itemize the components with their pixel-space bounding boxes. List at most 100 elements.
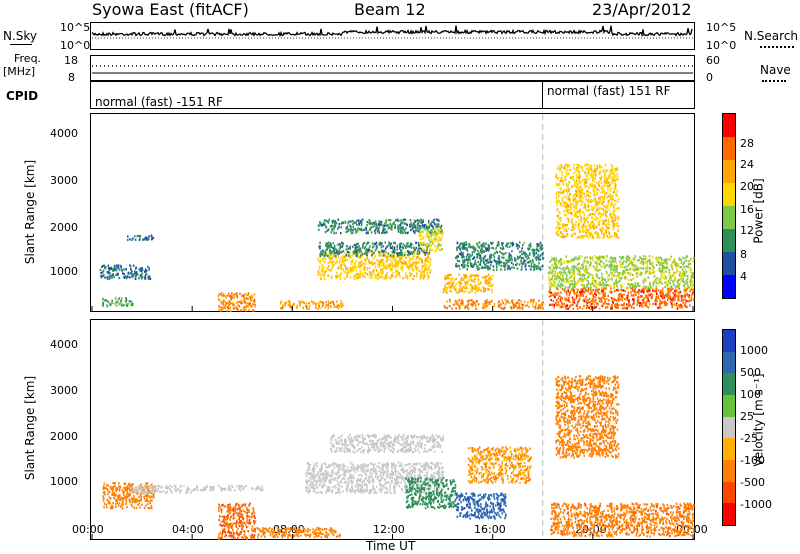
power-cell <box>654 302 657 305</box>
power-cell <box>493 302 496 305</box>
power-cell <box>418 269 421 272</box>
power-cell <box>410 229 412 232</box>
power-cell <box>220 306 222 309</box>
power-cell <box>668 258 671 261</box>
power-cell <box>572 199 575 202</box>
power-cell <box>367 249 369 252</box>
power-cell <box>287 300 290 303</box>
power-cell <box>117 273 119 276</box>
power-cell <box>389 258 391 261</box>
power-cell <box>425 233 428 236</box>
power-cell <box>461 256 463 259</box>
power-cell <box>598 284 601 287</box>
power-cell <box>606 196 608 200</box>
power-cell <box>663 266 665 269</box>
power-cell <box>148 267 150 270</box>
power-cell <box>140 267 142 270</box>
power-cell <box>659 281 662 284</box>
power-cell <box>633 299 635 302</box>
power-cell <box>326 246 328 249</box>
power-cell <box>670 276 672 279</box>
power-cell <box>568 294 571 297</box>
power-cell <box>671 261 673 265</box>
power-cell <box>660 292 663 295</box>
power-cell <box>584 266 587 269</box>
power-cell <box>400 260 403 263</box>
power-cell <box>579 291 581 294</box>
power-cell <box>467 253 469 256</box>
power-cell <box>608 303 610 306</box>
power-cell <box>525 268 527 271</box>
power-cell <box>566 209 568 212</box>
power-cell <box>617 280 620 283</box>
power-cell <box>308 302 310 305</box>
power-cell <box>618 295 620 298</box>
power-cell <box>367 248 370 251</box>
power-cell <box>359 251 361 254</box>
power-cell <box>399 267 402 270</box>
power-cell <box>349 276 352 279</box>
power-cell <box>472 300 474 303</box>
power-cell <box>482 243 484 246</box>
power-cell <box>375 228 377 231</box>
power-cell <box>429 231 431 234</box>
power-cell <box>591 276 594 279</box>
power-cell <box>599 263 601 266</box>
power-cell <box>483 263 486 266</box>
power-cell <box>456 265 459 268</box>
power-cell <box>391 253 393 256</box>
power-cell <box>673 303 675 306</box>
power-cell <box>405 245 408 248</box>
power-cell <box>374 249 377 252</box>
power-cell <box>366 268 368 271</box>
power-cell <box>243 296 245 299</box>
power-cell <box>400 265 403 268</box>
power-cell <box>626 299 629 302</box>
power-cell <box>594 280 596 283</box>
power-cell <box>132 237 134 240</box>
power-cell <box>420 221 422 224</box>
power-cell <box>509 254 511 257</box>
power-cell <box>376 259 378 262</box>
power-cell <box>438 232 441 235</box>
power-cell <box>455 256 457 260</box>
power-cell <box>574 266 577 269</box>
power-cell <box>372 225 375 228</box>
power-cell <box>243 308 246 311</box>
power-cell <box>587 268 589 271</box>
power-cell <box>460 282 462 285</box>
power-cell <box>555 257 557 260</box>
power-cell <box>594 286 596 289</box>
power-cell <box>623 293 625 296</box>
power-cell <box>326 304 329 307</box>
power-cell <box>688 263 690 266</box>
power-cell <box>676 285 678 288</box>
power-cell <box>398 219 400 222</box>
power-cell <box>649 259 651 262</box>
power-cell <box>601 188 603 191</box>
power-cell <box>378 226 381 229</box>
power-cell <box>593 267 596 270</box>
power-cell <box>394 242 396 245</box>
power-cell <box>665 270 667 273</box>
power-cell <box>566 217 569 220</box>
power-cell <box>673 279 675 282</box>
power-cell <box>534 263 537 266</box>
power-cell <box>443 305 446 308</box>
power-cell <box>375 241 378 244</box>
power-cell <box>342 255 344 258</box>
power-cell <box>615 223 617 226</box>
power-cell <box>343 251 346 255</box>
power-cell <box>689 299 691 302</box>
power-cell <box>598 288 600 291</box>
power-cell <box>504 298 507 301</box>
power-cell <box>613 210 615 213</box>
power-cell <box>555 233 558 236</box>
power-cell <box>383 263 385 266</box>
power-cell <box>385 222 387 225</box>
power-cell <box>597 303 599 306</box>
power-cell <box>554 263 557 266</box>
power-cell <box>305 305 307 308</box>
power-cell <box>520 300 522 303</box>
power-cell <box>588 306 590 310</box>
